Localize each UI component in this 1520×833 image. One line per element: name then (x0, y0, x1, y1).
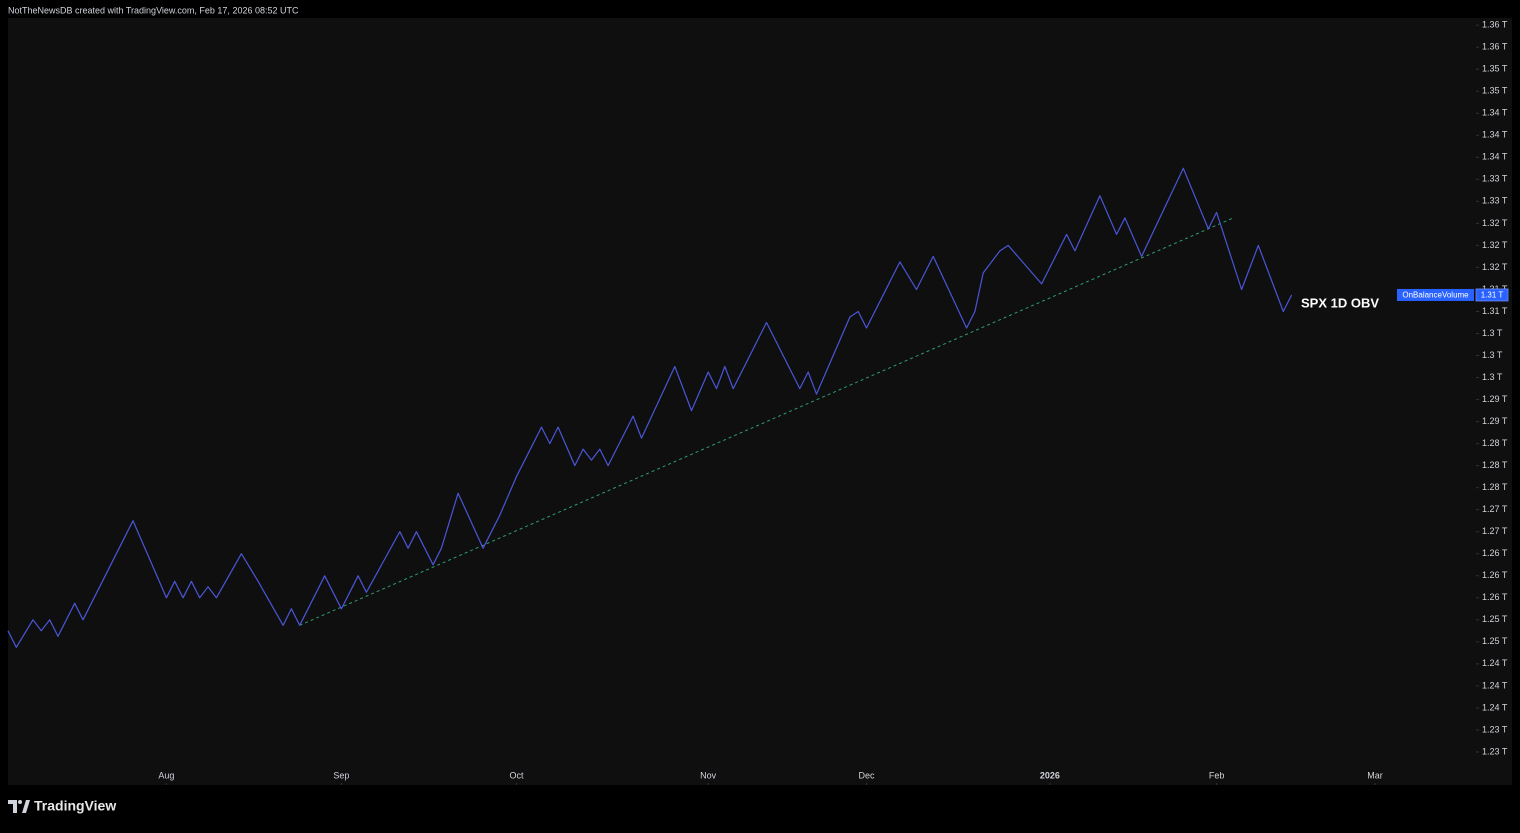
y-tick-label: 1.34 T (1482, 108, 1508, 118)
brand-logo (8, 800, 30, 813)
y-tick-label: 1.31 T (1482, 306, 1508, 316)
obv-line (7, 167, 1293, 648)
y-tick-label: 1.27 T (1482, 526, 1508, 536)
y-tick-label: 1.25 T (1482, 636, 1508, 646)
legend-tag-bg (1397, 288, 1474, 301)
y-tick-label: 1.32 T (1482, 240, 1508, 250)
y-tick-label: 1.36 T (1482, 42, 1508, 52)
last-value-label: 1.31 T (1481, 291, 1504, 300)
x-tick-label: Oct (509, 770, 524, 780)
y-tick-label: 1.35 T (1482, 86, 1508, 96)
y-tick-label: 1.3 T (1482, 350, 1503, 360)
y-tick-label: 1.32 T (1482, 218, 1508, 228)
y-tick-label: 1.27 T (1482, 504, 1508, 514)
last-value-tag (1475, 288, 1509, 302)
y-tick-label: 1.23 T (1482, 746, 1508, 756)
y-tick-label: 1.25 T (1482, 614, 1508, 624)
x-tick-label: Sep (333, 770, 349, 780)
x-tick-label: Nov (700, 770, 717, 780)
header-text: NotTheNewsDB created with TradingView.co… (8, 5, 299, 15)
y-tick-label: 1.24 T (1482, 680, 1508, 690)
y-tick-label: 1.28 T (1482, 460, 1508, 470)
y-tick-label: 1.26 T (1482, 592, 1508, 602)
y-tick-label: 1.33 T (1482, 174, 1508, 184)
y-tick-label: 1.29 T (1482, 394, 1508, 404)
y-tick-label: 1.34 T (1482, 130, 1508, 140)
x-tick-label: Dec (859, 770, 876, 780)
y-tick-label: 1.28 T (1482, 438, 1508, 448)
y-tick-label: 1.35 T (1482, 64, 1508, 74)
brand-text: TradingView (34, 798, 116, 814)
x-tick-label: Feb (1209, 770, 1225, 780)
y-tick-label: 1.3 T (1482, 328, 1503, 338)
x-tick-label: Mar (1367, 770, 1383, 780)
y-tick-label: 1.28 T (1482, 482, 1508, 492)
y-tick-label: 1.24 T (1482, 702, 1508, 712)
chart-panel (8, 18, 1512, 785)
y-tick-label: 1.29 T (1482, 416, 1508, 426)
x-tick-label: Aug (158, 770, 174, 780)
y-tick-label: 1.36 T (1482, 20, 1508, 30)
x-tick-label: 2026 (1040, 770, 1060, 780)
legend-entry: OnBalanceVolume (1402, 291, 1469, 300)
y-tick-label: 1.26 T (1482, 548, 1508, 558)
y-tick-label: 1.33 T (1482, 196, 1508, 206)
y-tick-label: 1.24 T (1482, 658, 1508, 668)
y-tick-label: 1.23 T (1482, 724, 1508, 734)
trendline (299, 217, 1234, 626)
annotation: SPX 1D OBV (1301, 295, 1379, 310)
y-tick-label: 1.3 T (1482, 372, 1503, 382)
y-tick-label: 1.34 T (1482, 152, 1508, 162)
y-tick-label: 1.26 T (1482, 570, 1508, 580)
y-tick-label: 1.32 T (1482, 262, 1508, 272)
